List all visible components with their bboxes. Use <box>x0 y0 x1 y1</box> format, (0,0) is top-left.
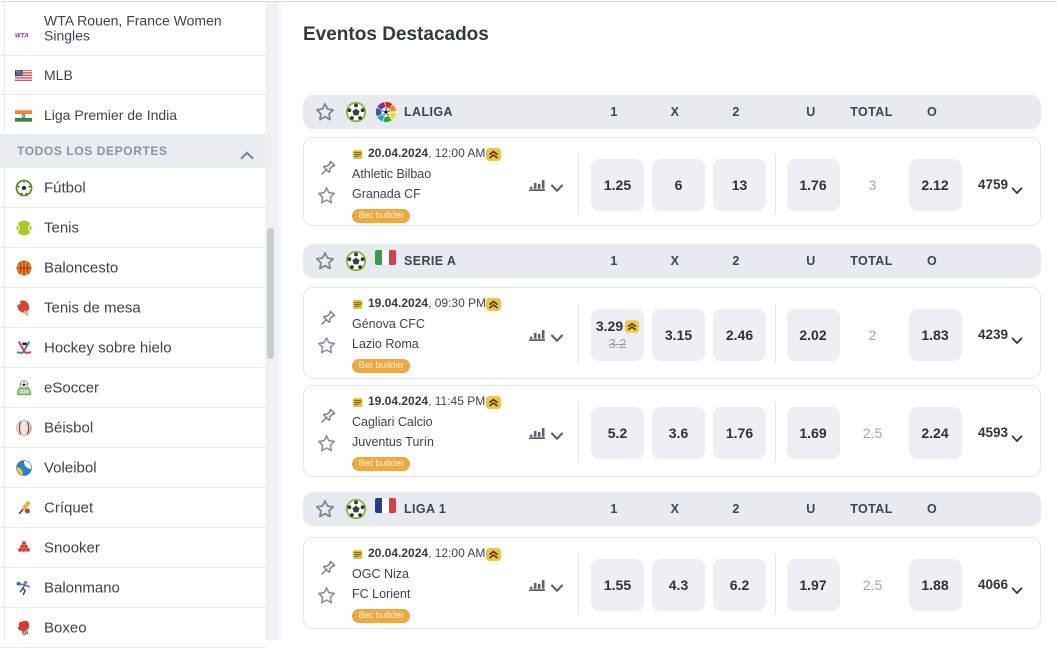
svg-text:WTA: WTA <box>15 33 29 38</box>
